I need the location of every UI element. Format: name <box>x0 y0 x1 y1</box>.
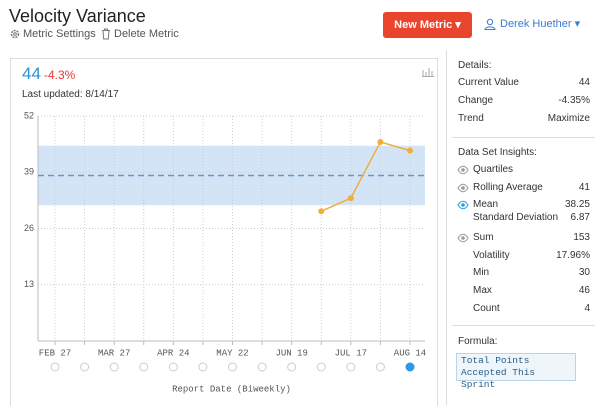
chart: 13 26 39 52 FEB 27 MAR 27 APR 24 MAY 22 JUN 19 JU… <box>24 110 426 394</box>
stat-row: Change -4.35% <box>0 94 590 108</box>
stat-label: Current Value <box>458 77 519 88</box>
stat-value: 44 <box>578 77 590 88</box>
stat-label: Standard Deviation <box>473 212 559 223</box>
date-selector[interactable] <box>198 362 208 372</box>
stat-value: 30 <box>578 267 590 278</box>
stat-row: Trend Maximize <box>0 112 590 126</box>
user-name: Derek Huether <box>500 18 572 30</box>
eye-icon[interactable] <box>457 165 469 175</box>
data-line <box>320 141 411 212</box>
stat-row: Mean 38.25 <box>0 198 590 212</box>
stat-value: 41 <box>578 182 590 193</box>
eye-icon[interactable] <box>457 233 469 243</box>
stat-row: Standard Deviation 6.87 <box>0 211 590 225</box>
stat-label: Min <box>473 267 490 278</box>
stat-value: Maximize <box>547 113 590 124</box>
separator <box>452 137 595 138</box>
section-title: Formula: <box>458 336 498 347</box>
date-selector[interactable] <box>168 362 178 372</box>
y-tick-label: 52 <box>24 110 34 120</box>
section-title: Details: <box>458 60 492 71</box>
x-tick-label: APR 24 <box>157 348 189 358</box>
y-tick-label: 26 <box>24 223 34 233</box>
stat-row: Max 46 <box>0 284 590 298</box>
data-point <box>318 208 325 215</box>
stat-value: 4 <box>584 303 590 314</box>
stat-label: Change <box>458 95 494 106</box>
x-tick-label: AUG 14 <box>394 348 426 358</box>
date-selector[interactable] <box>346 362 356 372</box>
stat-value: 17.96% <box>556 250 590 261</box>
x-axis-title: Report Date (Biweekly) <box>172 384 291 394</box>
stat-label: Volatility <box>473 250 510 261</box>
date-selector[interactable] <box>375 362 385 372</box>
stat-value: 38.25 <box>564 199 590 210</box>
eye-icon[interactable] <box>457 183 469 193</box>
stat-row: Count 4 <box>0 302 590 316</box>
y-tick-label: 13 <box>24 279 34 289</box>
x-tick-label: JUN 19 <box>275 348 307 358</box>
x-tick-label: FEB 27 <box>39 348 71 358</box>
date-selector[interactable] <box>257 362 267 372</box>
stat-label: Sum <box>473 232 494 243</box>
formula-box: Total Points Accepted This Sprint <box>456 353 576 390</box>
page-title: Velocity Variance <box>9 6 146 26</box>
date-selector[interactable] <box>316 362 326 372</box>
date-selector[interactable] <box>287 362 297 372</box>
stat-label: Mean <box>473 199 499 210</box>
data-point <box>377 138 384 145</box>
y-tick-label: 39 <box>24 167 34 177</box>
divider <box>446 50 447 405</box>
date-selector[interactable] <box>80 362 90 372</box>
stat-label: Trend <box>458 113 484 124</box>
x-tick-label: MAY 22 <box>216 348 248 358</box>
data-point <box>347 195 354 202</box>
link[interactable]: Delete Metric <box>114 28 179 40</box>
stat-label: Quartiles <box>473 164 514 175</box>
link[interactable]: Metric Settings <box>23 28 96 40</box>
date-selector[interactable] <box>228 362 237 372</box>
stat-value: 153 <box>573 232 590 243</box>
date-selector[interactable] <box>50 362 60 372</box>
user-menu[interactable]: Derek Huether ▾ <box>500 18 581 30</box>
stat-row: Current Value 44 <box>0 76 590 90</box>
stat-row: Quartiles <box>0 163 590 177</box>
last-updated: Last updated: 8/14/17 <box>22 89 119 100</box>
stat-row: Sum 153 <box>0 231 590 245</box>
date-selector[interactable] <box>109 362 119 372</box>
change: -4.3% <box>44 68 76 82</box>
date-selector[interactable] <box>405 362 415 372</box>
date-selector[interactable] <box>139 362 149 372</box>
stat-label: Max <box>473 285 492 296</box>
stat-value: 6.87 <box>570 212 590 223</box>
button-label: New Metric <box>394 19 453 31</box>
x-tick-label: JUL 17 <box>335 348 367 358</box>
user-icon <box>484 18 496 30</box>
trash-icon <box>102 28 110 40</box>
x-tick-label: MAR 27 <box>98 348 130 358</box>
gear-icon <box>10 29 20 39</box>
stat-row: Volatility 17.96% <box>0 249 590 263</box>
section-title: Data Set Insights: <box>458 147 537 158</box>
eye-icon[interactable] <box>457 200 469 210</box>
stat-value: 46 <box>578 285 590 296</box>
stat-value: -4.35% <box>558 95 590 106</box>
stat-label: Rolling Average <box>473 182 543 193</box>
data-point <box>407 147 413 154</box>
current-value: 44 <box>22 64 41 83</box>
separator <box>452 325 595 326</box>
chart-type-icon[interactable] <box>422 66 434 77</box>
stat-row: Min 30 <box>0 266 590 280</box>
stat-row: Rolling Average 41 <box>0 181 590 195</box>
new-metric-button[interactable]: New Metric ▾ <box>383 12 472 38</box>
chart-card <box>10 58 438 406</box>
stat-label: Count <box>473 303 500 314</box>
